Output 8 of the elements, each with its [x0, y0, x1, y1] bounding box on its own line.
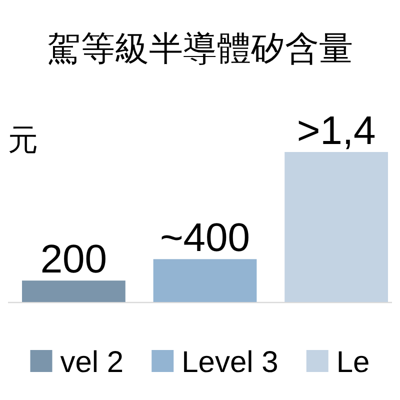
chart-subtitle: 元 — [8, 124, 38, 157]
data-label: 200 — [40, 238, 108, 282]
chart-title: 駕等級半導體矽含量 — [47, 30, 353, 68]
data-label: >1,4 — [296, 109, 376, 153]
data-label: ~400 — [160, 216, 250, 260]
legend-label: Level 3 — [182, 346, 278, 379]
legend-label: vel 2 — [60, 346, 124, 379]
legend-label: Le — [336, 346, 370, 379]
